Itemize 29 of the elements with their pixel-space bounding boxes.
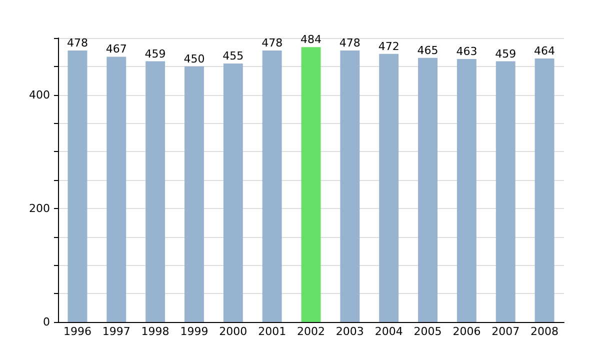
y-tick-label: 0 — [43, 316, 50, 328]
data-label: 467 — [106, 42, 127, 56]
x-tick-label: 2003 — [336, 325, 364, 338]
x-tick-label: 2001 — [258, 325, 286, 338]
data-label: 478 — [66, 36, 88, 50]
x-tick-label: 2008 — [530, 325, 559, 338]
x-tick-label: 2002 — [297, 325, 325, 338]
data-label: 450 — [184, 52, 205, 66]
x-tick-label: 1996 — [63, 325, 92, 338]
data-label: 465 — [417, 44, 438, 57]
x-tick-label: 1997 — [102, 325, 130, 338]
data-label: 478 — [262, 36, 283, 50]
data-label: 463 — [456, 45, 478, 58]
data-label: 478 — [339, 36, 360, 50]
x-tick-label: 2007 — [492, 325, 520, 338]
x-tick-label: 1998 — [141, 325, 170, 338]
data-label: 464 — [534, 44, 556, 58]
x-tick-label: 2000 — [219, 325, 248, 338]
data-label: 459 — [495, 47, 516, 60]
data-label: 459 — [144, 47, 166, 60]
y-tick-label: 400 — [29, 88, 50, 102]
x-tick-label: 2005 — [414, 325, 442, 338]
data-label: 455 — [222, 50, 244, 63]
x-tick-label: 2006 — [452, 325, 481, 338]
data-label: 484 — [300, 33, 322, 46]
x-tick-label: 1999 — [180, 325, 208, 338]
y-tick-label: 200 — [29, 202, 50, 215]
x-tick-label: 2004 — [374, 325, 403, 338]
data-label: 472 — [378, 40, 400, 53]
